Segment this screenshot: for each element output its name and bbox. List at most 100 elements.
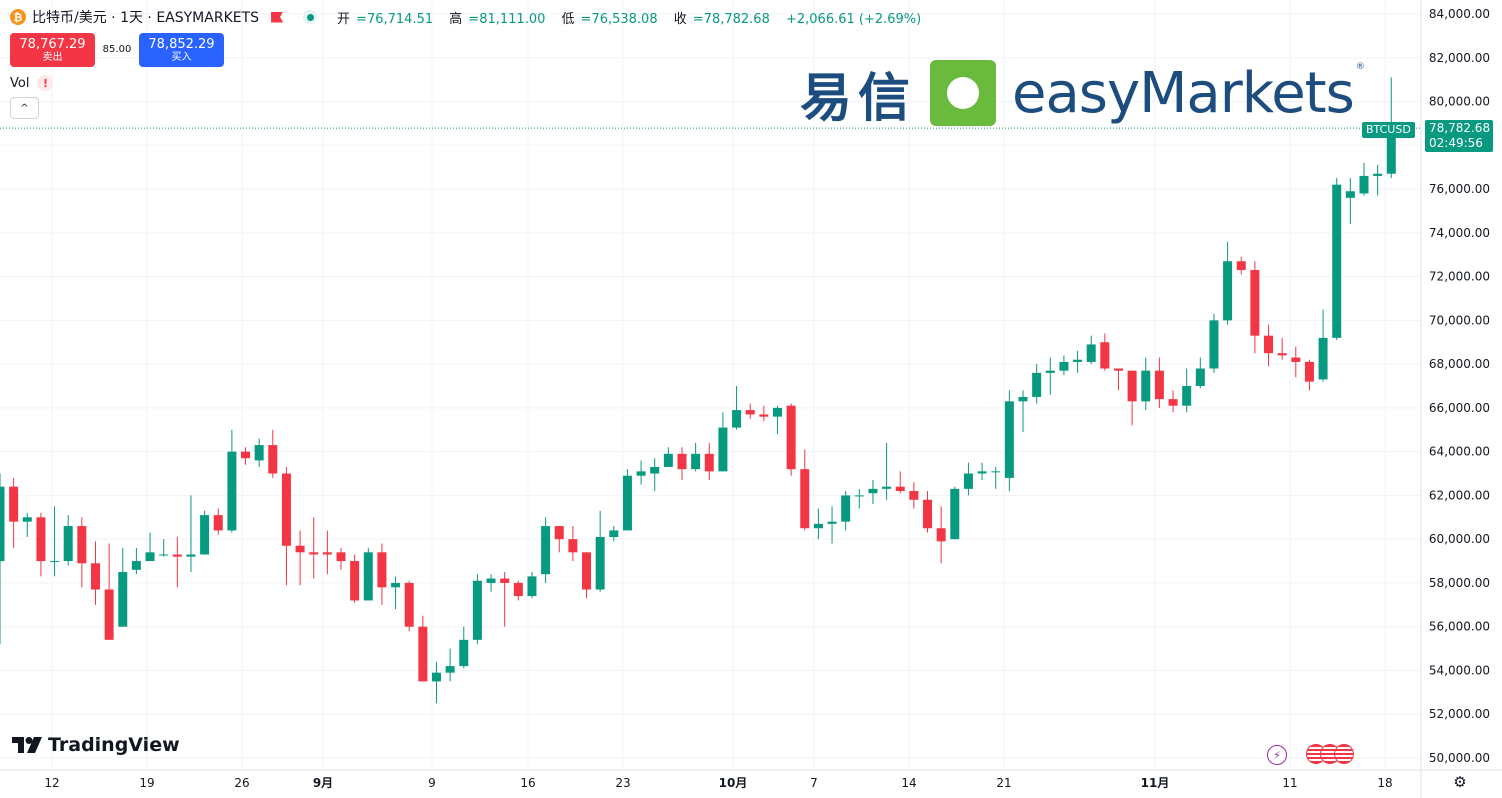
- candle-body: [90, 563, 100, 590]
- candle-body: [636, 471, 646, 476]
- candle-body: [1195, 368, 1205, 386]
- chart-header: ₿ 比特币/美元 · 1天 · EASYMARKETS 开 =76,714.51 …: [10, 6, 927, 28]
- candle-body: [663, 453, 673, 467]
- candle-body: [991, 471, 1001, 473]
- y-tick-label: 80,000.00: [1429, 95, 1490, 109]
- bitcoin-icon: ₿: [10, 9, 26, 25]
- last-price-value: 78,782.68: [1429, 121, 1491, 135]
- candle-body: [609, 530, 619, 537]
- x-tick-label: 11月: [1141, 776, 1170, 790]
- buy-button[interactable]: 78,852.29 买入: [139, 33, 224, 67]
- candle-body: [1345, 191, 1355, 198]
- candle-body: [854, 495, 864, 497]
- candle-body: [22, 517, 32, 522]
- us-flag-icon: [1334, 744, 1354, 764]
- x-tick-label: 11: [1282, 776, 1297, 790]
- candle-body: [1127, 370, 1137, 402]
- candle-body: [431, 672, 441, 682]
- candle-body: [977, 471, 987, 474]
- candle-body: [418, 626, 428, 682]
- candle-body: [1182, 386, 1192, 406]
- candle-body: [759, 414, 769, 417]
- candle-body: [813, 523, 823, 529]
- y-tick-label: 52,000.00: [1429, 707, 1490, 721]
- buy-price: 78,852.29: [148, 36, 215, 52]
- x-tick-label: 7: [810, 776, 818, 790]
- candle-body: [459, 639, 469, 667]
- candle-body: [745, 410, 755, 415]
- sell-label: 卖出: [42, 51, 63, 63]
- candle-body: [1154, 370, 1164, 400]
- candle-body: [118, 572, 128, 627]
- y-tick-label: 66,000.00: [1429, 401, 1490, 415]
- candle-body: [309, 552, 319, 555]
- high-value: 81,111.00: [479, 11, 546, 27]
- logo-english: easyMarkets: [1012, 60, 1355, 126]
- y-tick-label: 50,000.00: [1429, 751, 1490, 765]
- candle-body: [295, 545, 305, 553]
- collapse-button[interactable]: ^: [10, 97, 39, 119]
- high-label: 高: [449, 11, 463, 27]
- candle-body: [1304, 361, 1314, 382]
- candle-body: [950, 488, 960, 540]
- x-tick-label: 9: [428, 776, 436, 790]
- candle-body: [622, 475, 632, 531]
- candle-body: [336, 552, 346, 562]
- candle-body: [186, 554, 196, 557]
- change-value: +2,066.61 (+2.69%): [785, 11, 922, 27]
- candle-body: [582, 552, 592, 590]
- candle-body: [268, 445, 278, 474]
- tradingview-text: TradingView: [48, 734, 180, 756]
- open-value: 76,714.51: [366, 11, 434, 27]
- candle-body: [827, 521, 837, 524]
- candle-body: [554, 526, 564, 540]
- x-tick-label: 9月: [313, 776, 333, 790]
- y-tick-label: 62,000.00: [1429, 488, 1490, 502]
- warning-icon[interactable]: !: [37, 75, 54, 91]
- settings-icon[interactable]: ⚙: [1453, 773, 1467, 791]
- candle-body: [213, 515, 223, 531]
- candle-body: [936, 528, 946, 542]
- candles-group: [0, 77, 1396, 704]
- events-flags[interactable]: [1306, 744, 1354, 764]
- buy-label: 买入: [171, 51, 192, 63]
- candle-body: [595, 536, 605, 590]
- candle-body: [868, 488, 878, 494]
- candle-body: [841, 495, 851, 522]
- y-tick-label: 84,000.00: [1429, 7, 1490, 21]
- candle-body: [104, 589, 114, 640]
- easymarkets-logo: 易信 easyMarkets ®: [800, 58, 1365, 129]
- tradingview-mark-icon: [12, 737, 42, 753]
- volume-indicator[interactable]: Vol !: [10, 75, 54, 91]
- bolt-icon[interactable]: ⚡: [1267, 745, 1287, 765]
- close-value: 78,782.68: [703, 11, 770, 27]
- candle-body: [1386, 127, 1396, 174]
- sell-button[interactable]: 78,767.29 卖出: [10, 33, 95, 67]
- candle-body: [500, 578, 510, 583]
- candle-body: [718, 427, 728, 472]
- candle-body: [1113, 368, 1123, 371]
- y-tick-label: 70,000.00: [1429, 313, 1490, 327]
- close-label: 收: [673, 11, 687, 27]
- last-price-tag: 78,782.68 02:49:56: [1425, 120, 1493, 152]
- candle-body: [172, 554, 182, 557]
- candle-body: [895, 486, 905, 492]
- tradingview-logo[interactable]: TradingView: [12, 734, 180, 756]
- candle-body: [1073, 359, 1083, 362]
- y-tick-label: 72,000.00: [1429, 270, 1490, 284]
- candle-body: [963, 473, 973, 489]
- candle-body: [36, 517, 46, 562]
- candle-body: [281, 473, 291, 546]
- x-axis-labels: 12 19 26 9月 9 16 23 10月 7 14 21 11月 11 18: [44, 776, 1392, 790]
- candle-body: [691, 453, 701, 470]
- candle-body: [1223, 261, 1233, 321]
- candle-body: [1318, 337, 1328, 380]
- candle-body: [145, 552, 155, 562]
- candle-body: [1168, 399, 1178, 406]
- symbol-title[interactable]: 比特币/美元 · 1天 · EASYMARKETS: [32, 10, 260, 26]
- candle-body: [404, 582, 414, 627]
- candle-body: [1250, 270, 1260, 336]
- flag-icon[interactable]: [271, 11, 284, 23]
- candle-body: [1209, 320, 1219, 369]
